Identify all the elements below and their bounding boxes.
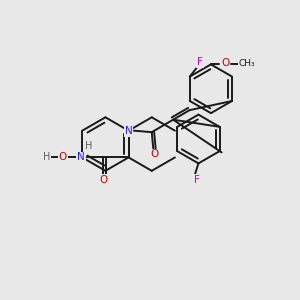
- Text: O: O: [221, 58, 229, 68]
- Text: O: O: [99, 175, 107, 185]
- Text: F: F: [194, 175, 200, 185]
- Text: N: N: [77, 152, 85, 162]
- Text: N: N: [125, 126, 133, 136]
- Text: H: H: [43, 152, 50, 162]
- Text: O: O: [58, 152, 67, 162]
- Text: O: O: [151, 149, 159, 160]
- Text: F: F: [197, 57, 203, 67]
- Text: H: H: [85, 141, 92, 151]
- Text: CH₃: CH₃: [238, 59, 255, 68]
